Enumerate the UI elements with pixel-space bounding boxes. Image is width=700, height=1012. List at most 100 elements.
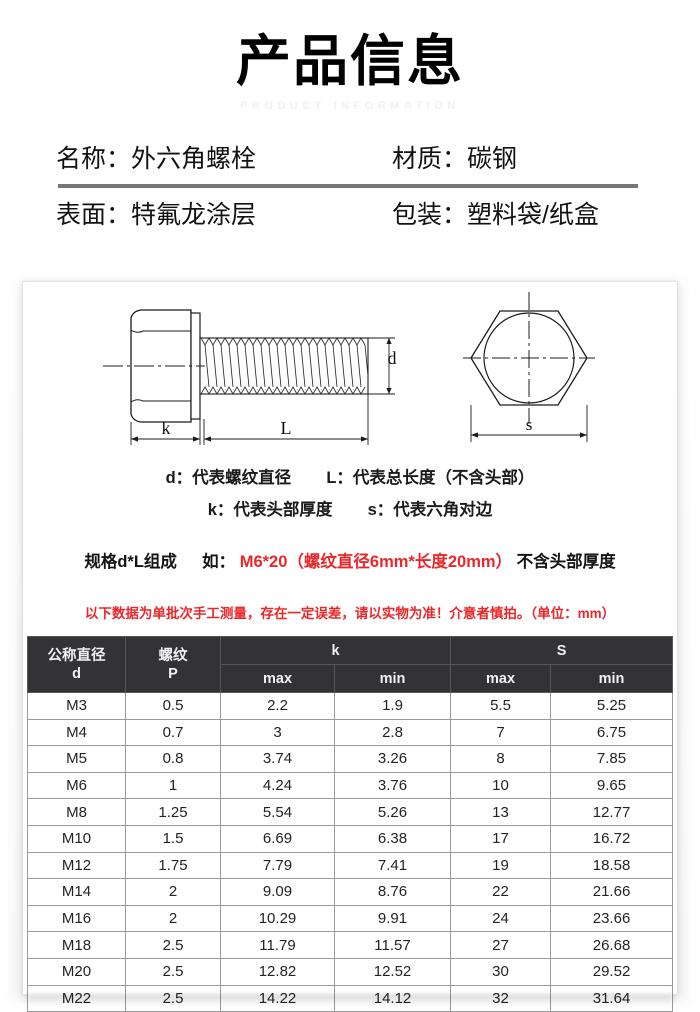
page-subtitle: PRODUCT INFORMATION [240, 100, 460, 112]
cell-k-max: 2.2 [220, 692, 335, 720]
th-thread-pitch-line2: P [168, 665, 178, 682]
cell-k-min: 2.8 [333, 718, 452, 747]
cell-k-min: 7.41 [333, 851, 452, 880]
cell-s-max: 10 [450, 771, 552, 800]
table-head: 公称直径 d 螺纹 P k S max min max min [27, 636, 674, 693]
cell-nominal-diameter: M16 [27, 904, 126, 933]
cell-nominal-diameter: M4 [27, 718, 126, 747]
legend-s: s：代表六角对边 [367, 501, 493, 519]
cell-thread-pitch: 0.8 [125, 745, 221, 773]
cell-k-min: 3.26 [333, 745, 452, 773]
measurement-warning: 以下数据为单批次手工测量，存在一定误差，请以实物为准！介意者慎拍。（单位：mm） [84, 606, 616, 621]
cell-s-min: 9.65 [550, 771, 674, 800]
cell-s-min: 12.77 [550, 798, 674, 826]
cell-s-min: 18.58 [550, 851, 674, 880]
label-k: k [162, 418, 171, 438]
dimension-s [470, 405, 588, 442]
dimension-table-wrapper: 公称直径 d 螺纹 P k S max min max min M3 0.5 2.2… [27, 636, 674, 1012]
info-material-field: 材质：碳钢 [392, 145, 518, 173]
cell-nominal-diameter: M6 [27, 771, 126, 800]
legend-k: k：代表头部厚度 [207, 501, 333, 519]
cell-k-max: 12.82 [220, 957, 335, 986]
label-s: s [526, 415, 533, 434]
th-nominal-diameter-line2: d [72, 665, 81, 682]
table-header-row-2: max min max min [28, 664, 674, 693]
cell-k-min: 14.12 [333, 984, 452, 1012]
th-k-max: max [220, 664, 335, 693]
cell-nominal-diameter: M5 [27, 745, 126, 773]
table-row: M18 2.5 11.79 11.57 27 26.68 [27, 931, 674, 959]
dimension-d [368, 337, 395, 395]
card-bottom-shadow [28, 994, 672, 1006]
cell-thread-pitch: 2.5 [125, 931, 221, 959]
page-title: 产品信息 [235, 30, 464, 92]
th-nominal-diameter: 公称直径 d [27, 636, 126, 693]
cell-nominal-diameter: M10 [27, 824, 126, 853]
info-surface-field: 表面：特氟龙涂层 [56, 201, 257, 229]
cell-thread-pitch: 1.25 [125, 798, 221, 826]
cell-s-min: 26.68 [550, 931, 674, 959]
hex-center-lines [463, 292, 595, 424]
cell-thread-pitch: 2.5 [125, 984, 221, 1012]
product-info-list: 名称：外六角螺栓 材质：碳钢 表面：特氟龙涂层 包装：塑料袋/纸盒 [0, 132, 700, 300]
cell-k-min: 1.9 [333, 692, 452, 720]
th-thread-pitch-line1: 螺纹 [158, 647, 188, 664]
cell-s-max: 13 [450, 798, 552, 826]
table-row: M10 1.5 6.69 6.38 17 16.72 [27, 824, 674, 853]
spec-example-label: 如： [202, 553, 236, 571]
cell-s-max: 32 [450, 984, 552, 1012]
info-packing-field: 包装：塑料袋/纸盒 [392, 201, 599, 229]
cell-k-min: 9.91 [333, 904, 452, 933]
dimension-table: 公称直径 d 螺纹 P k S max min max min M3 0.5 2.2… [27, 636, 674, 1012]
cell-thread-pitch: 1 [125, 771, 221, 800]
cell-k-min: 5.26 [333, 798, 452, 826]
label-d: d [388, 348, 397, 368]
cell-s-max: 19 [450, 851, 552, 880]
cell-k-max: 10.29 [220, 904, 335, 933]
info-divider-1 [58, 184, 638, 188]
label-L: L [281, 418, 292, 438]
cell-nominal-diameter: M8 [27, 798, 126, 826]
cell-nominal-diameter: M14 [27, 878, 126, 906]
info-row-1: 名称：外六角螺栓 材质：碳钢 [0, 132, 700, 188]
cell-k-max: 4.24 [220, 771, 335, 800]
cell-s-max: 24 [450, 904, 552, 933]
page-header: 产品信息 PRODUCT INFORMATION [0, 0, 700, 128]
cell-k-min: 12.52 [333, 957, 452, 986]
spec-prefix: 规格d*L组成 [84, 553, 177, 571]
cell-s-max: 5.5 [450, 692, 552, 720]
cell-thread-pitch: 2 [125, 904, 221, 933]
spec-format-note: 规格d*L组成 如： M6*20（螺纹直径6mm*长度20mm） 不含头部厚度 [23, 549, 677, 575]
cell-k-min: 6.38 [333, 824, 452, 853]
table-header-row-1: 公称直径 d 螺纹 P k S [27, 636, 674, 693]
cell-s-min: 29.52 [550, 957, 674, 986]
cell-s-min: 31.64 [550, 984, 674, 1012]
cell-k-min: 11.57 [333, 931, 452, 959]
cell-s-min: 7.85 [550, 745, 674, 773]
cell-k-max: 9.09 [220, 878, 335, 906]
cell-nominal-diameter: M3 [27, 692, 126, 720]
cell-s-max: 27 [450, 931, 552, 959]
table-body: M3 0.5 2.2 1.9 5.5 5.25 M4 0.7 3 2.8 7 6.75 M5 0.8 3.7… [27, 692, 674, 1012]
cell-thread-pitch: 1.5 [125, 824, 221, 853]
table-row: M12 1.75 7.79 7.41 19 18.58 [27, 851, 674, 880]
dimension-k [130, 419, 201, 445]
cell-s-max: 22 [450, 878, 552, 906]
legend-line-1: d：代表螺纹直径 L：代表总长度（不含头部） [23, 462, 677, 494]
diagram-legend: d：代表螺纹直径 L：代表总长度（不含头部） k：代表头部厚度 s：代表六角对边 [23, 462, 677, 526]
cell-thread-pitch: 2.5 [125, 957, 221, 986]
table-row: M20 2.5 12.82 12.52 30 29.52 [27, 957, 674, 986]
info-name-field: 名称：外六角螺栓 [56, 145, 257, 173]
th-s-max: max [450, 664, 552, 693]
spec-highlight: M6*20（螺纹直径6mm*长度20mm） [239, 553, 513, 571]
th-s-min: min [550, 664, 674, 693]
table-row: M5 0.8 3.74 3.26 8 7.85 [27, 745, 674, 773]
cell-k-max: 11.79 [220, 931, 335, 959]
cell-s-max: 17 [450, 824, 552, 853]
cell-s-max: 7 [450, 718, 552, 747]
table-row: M8 1.25 5.54 5.26 13 12.77 [27, 798, 674, 826]
cell-s-min: 21.66 [550, 878, 674, 906]
cell-nominal-diameter: M12 [27, 851, 126, 880]
cell-k-max: 6.69 [220, 824, 335, 853]
cell-thread-pitch: 0.5 [125, 692, 221, 720]
